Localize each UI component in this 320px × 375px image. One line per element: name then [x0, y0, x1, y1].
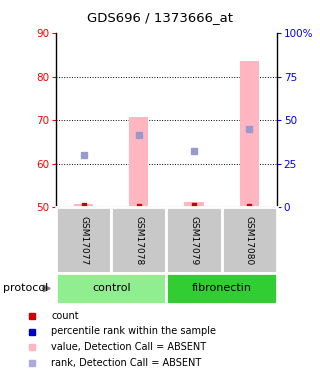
- Bar: [111, 207, 166, 273]
- Bar: [74, 204, 93, 207]
- Text: fibronectin: fibronectin: [192, 284, 252, 293]
- Bar: [166, 207, 222, 273]
- Text: GDS696 / 1373666_at: GDS696 / 1373666_at: [87, 11, 233, 24]
- Text: protocol: protocol: [3, 284, 48, 293]
- Bar: [56, 273, 166, 304]
- Text: GSM17080: GSM17080: [245, 216, 254, 265]
- Bar: [129, 117, 148, 207]
- Bar: [184, 202, 204, 207]
- Text: percentile rank within the sample: percentile rank within the sample: [51, 327, 216, 336]
- Bar: [56, 207, 111, 273]
- Text: GSM17078: GSM17078: [134, 216, 143, 265]
- Text: value, Detection Call = ABSENT: value, Detection Call = ABSENT: [51, 342, 206, 352]
- Text: GSM17079: GSM17079: [189, 216, 198, 265]
- Text: control: control: [92, 284, 131, 293]
- Bar: [240, 62, 259, 207]
- Text: GSM17077: GSM17077: [79, 216, 88, 265]
- Text: rank, Detection Call = ABSENT: rank, Detection Call = ABSENT: [51, 358, 202, 368]
- Bar: [221, 207, 277, 273]
- Text: count: count: [51, 311, 79, 321]
- Bar: [166, 273, 277, 304]
